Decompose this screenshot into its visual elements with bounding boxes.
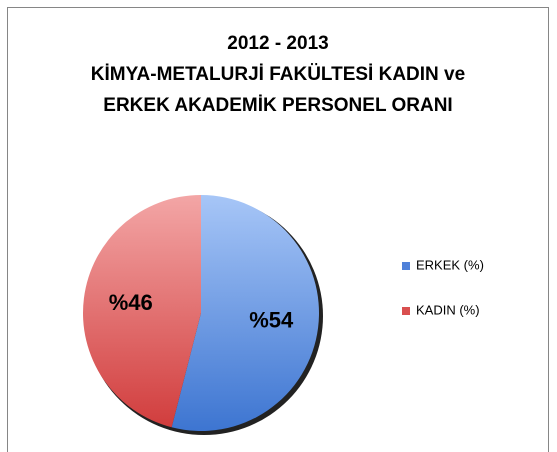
- title-line: 2012 - 2013: [227, 33, 328, 54]
- legend: ERKEK (%) KADIN (%): [402, 257, 484, 317]
- title-line: ERKEK AKADEMİK PERSONEL ORANI: [103, 95, 452, 116]
- chart-title: 2012 - 2013 KİMYA-METALURJİ FAKÜLTESİ KAD…: [91, 33, 465, 116]
- legend-label: KADIN (%): [416, 302, 480, 317]
- pie: %54 %46: [83, 195, 323, 435]
- data-label: %54: [249, 308, 294, 333]
- pie-slice: [83, 195, 201, 428]
- data-label: %46: [109, 290, 153, 315]
- pie-slice: [171, 195, 320, 431]
- legend-swatch: [402, 307, 410, 315]
- legend-label: ERKEK (%): [416, 257, 484, 272]
- title-line: KİMYA-METALURJİ FAKÜLTESİ KADIN ve: [91, 64, 465, 85]
- legend-swatch: [402, 262, 410, 270]
